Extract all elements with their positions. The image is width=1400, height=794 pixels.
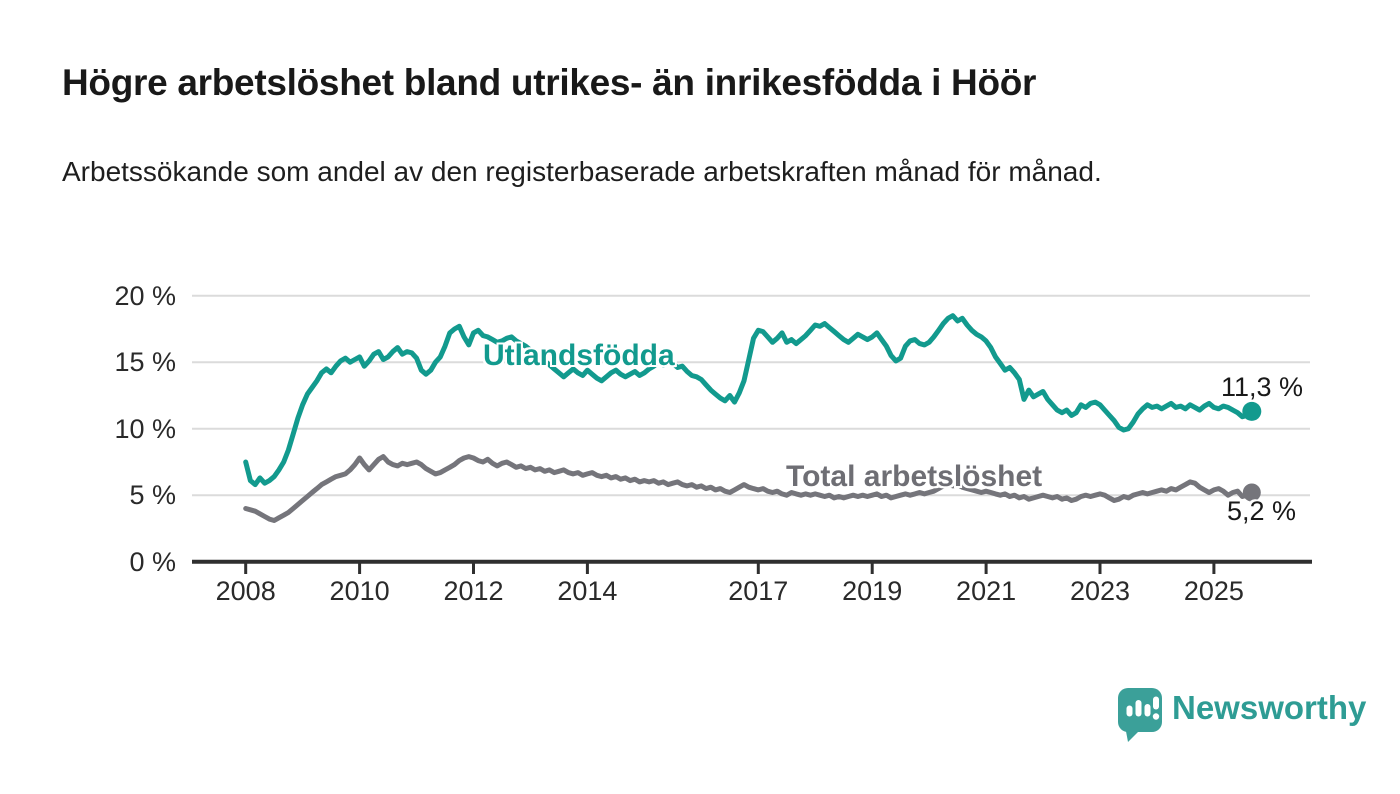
x-tick-label-2025: 2025 — [1183, 576, 1244, 606]
y-tick-label-15: 15 % — [114, 347, 176, 377]
series-label-total-arbetsloshet: Total arbetslöshet — [786, 460, 1043, 493]
x-tick-label-2021: 2021 — [956, 576, 1017, 606]
series-dot-1 — [1242, 483, 1261, 502]
series-line-0 — [243, 313, 1255, 488]
gridlines — [192, 294, 1310, 497]
y-tick-label-20: 20 % — [114, 281, 176, 311]
x-tick-label-2017: 2017 — [728, 576, 789, 606]
y-tick-label-5: 5 % — [129, 480, 176, 510]
series-line-1 — [243, 454, 1255, 523]
x-tick-label-2019: 2019 — [842, 576, 903, 606]
newsworthy-logo-icon — [1118, 688, 1162, 742]
chart-subtitle: Arbetssökande som andel av den registerb… — [62, 156, 1102, 187]
newsworthy-brand-text: Newsworthy — [1172, 689, 1367, 726]
x-tick-label-2012: 2012 — [443, 576, 504, 606]
series-dot-0 — [1242, 401, 1262, 421]
x-tick-label-2023: 2023 — [1069, 576, 1131, 606]
page-title: Högre arbetslöshet bland utrikes- än inr… — [62, 62, 1037, 103]
x-tick-label-2008: 2008 — [215, 576, 276, 606]
series-label-utlandsfodda: Utlandsfödda — [483, 339, 675, 372]
x-axis — [192, 559, 1312, 574]
y-tick-label-0: 0 % — [129, 547, 176, 577]
end-value-label-utlandsfodda: 11,3 % — [1221, 372, 1304, 402]
x-tick-label-2010: 2010 — [329, 576, 390, 606]
y-tick-label-10: 10 % — [114, 414, 176, 444]
x-axis-ticks — [244, 561, 1216, 574]
end-value-label-total: 5,2 % — [1227, 496, 1297, 526]
x-tick-label-2014: 2014 — [557, 576, 618, 606]
